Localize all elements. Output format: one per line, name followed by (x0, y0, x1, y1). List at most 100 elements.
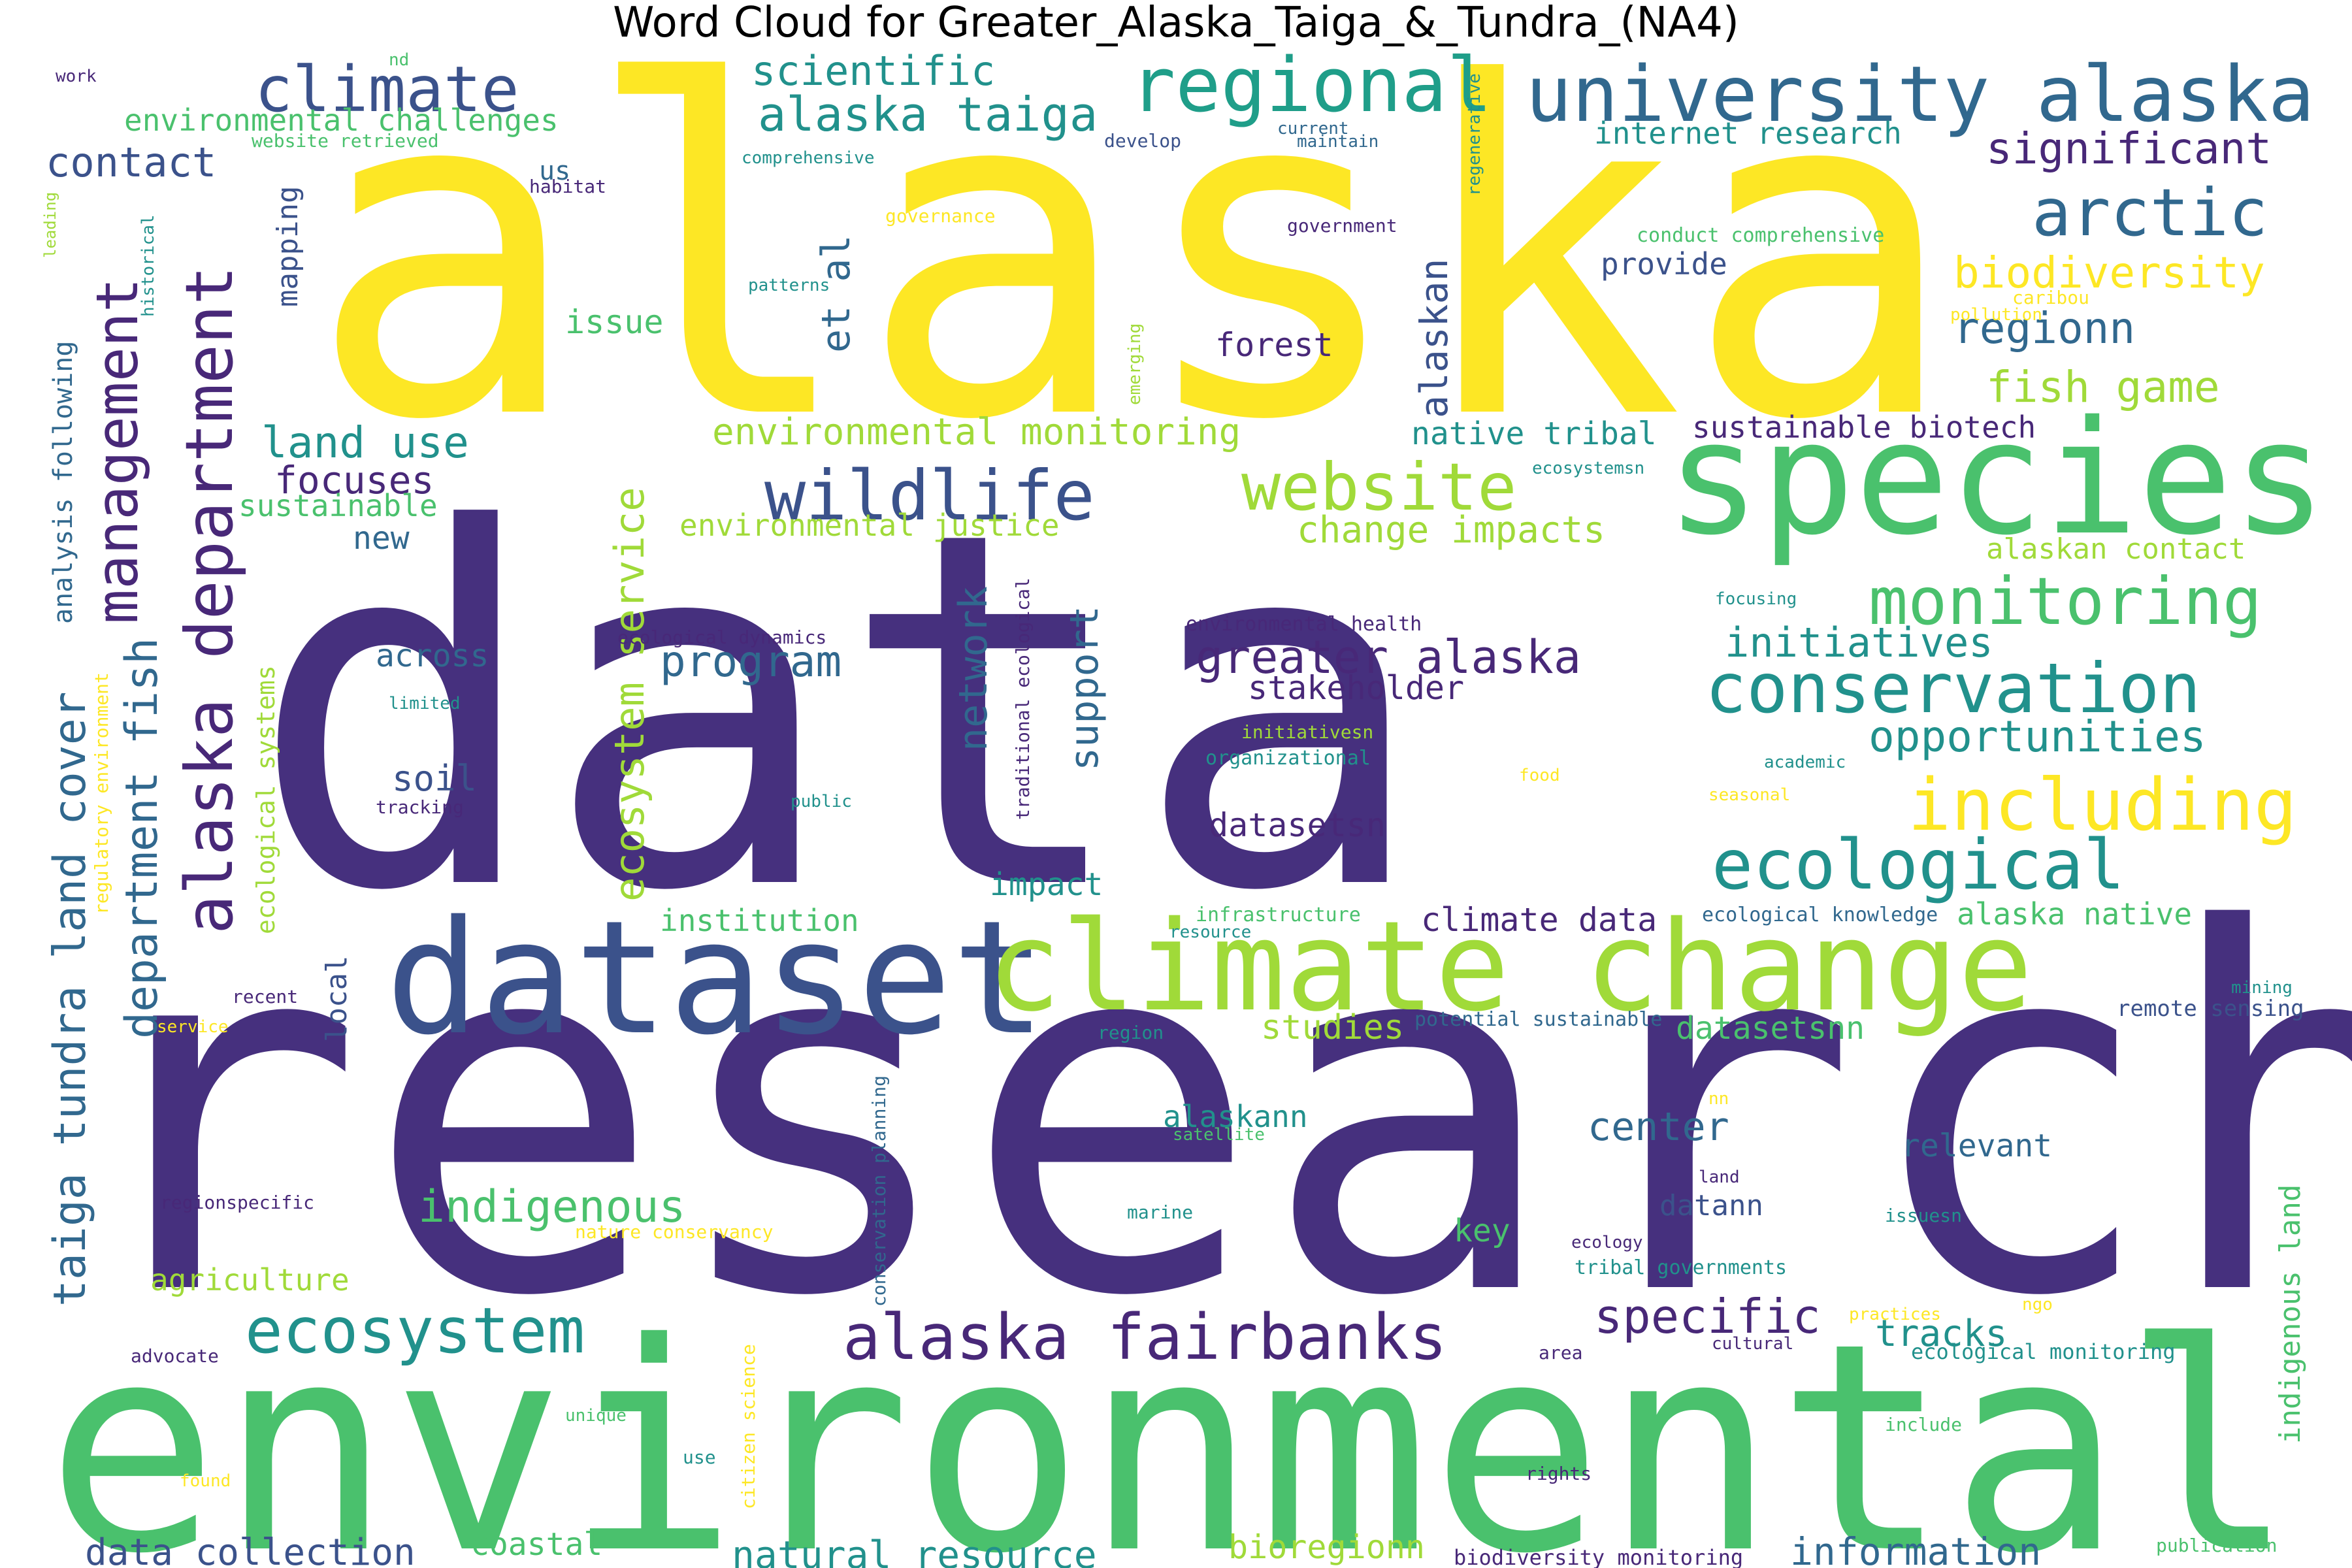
word-department-fish: department fish (116, 638, 168, 1039)
word-support: support (1062, 606, 1107, 771)
word-ecosystemsn: ecosystemsn (1532, 459, 1644, 478)
word-limited: limited (389, 694, 461, 713)
word-environmental-justice: environmental justice (679, 508, 1060, 543)
word-regenerative: regenerative (1465, 73, 1484, 196)
word-regionspecific: regionspecific (160, 1192, 314, 1213)
word-habitat: habitat (529, 176, 606, 197)
word-data: data (248, 427, 1428, 998)
word-key: key (1454, 1213, 1511, 1249)
word-seasonal: seasonal (1708, 785, 1790, 805)
chart-title: Word Cloud for Greater_Alaska_Taiga_&_Tu… (613, 0, 1739, 47)
word-use: use (683, 1446, 716, 1468)
word-regional: regional (1130, 42, 1492, 129)
word-agriculture: agriculture (150, 1262, 350, 1298)
word-scientific: scientific (751, 47, 995, 95)
word-tracking: tracking (376, 796, 464, 818)
word-conservation-planning: conservation planning (868, 1075, 890, 1307)
word-climate-change: climate change (987, 894, 2033, 1039)
word-issuesn: issuesn (1885, 1205, 1962, 1226)
word-university-alaska: university alaska (1526, 49, 2315, 139)
word-significant: significant (1986, 123, 2272, 174)
word-government: government (1287, 215, 1397, 237)
word-potential-sustainable: potential sustainable (1414, 1008, 1662, 1031)
word-marine: marine (1127, 1201, 1193, 1223)
word-alaska-fairbanks: alaska fairbanks (843, 1301, 1447, 1374)
word-unique: unique (565, 1406, 627, 1426)
word-website-retrieved: website retrieved (252, 130, 439, 152)
word-emerging: emerging (1125, 323, 1145, 405)
word-analysis-following: analysis following (48, 341, 78, 624)
word-alaskan-contact: alaskan contact (1986, 532, 2246, 566)
word-institution: institution (660, 903, 859, 938)
word-greater-alaska: greater alaska (1196, 630, 1581, 684)
word-organizational: organizational (1205, 747, 1371, 770)
word-resource: resource (1169, 923, 1251, 942)
word-advocate: advocate (131, 1345, 219, 1367)
word-current: current (1277, 119, 1349, 139)
word-nn: nn (1708, 1089, 1729, 1109)
word-taiga-tundra-land-cover: taiga tundra land cover (44, 691, 96, 1307)
word-patterns: patterns (748, 276, 830, 295)
word-environmental-health: environmental health (1186, 613, 1422, 636)
word-fish-game: fish game (1986, 362, 2220, 412)
word-alaska: alaska (307, 0, 1959, 520)
word-ngo: ngo (2022, 1295, 2053, 1315)
word-land: land (1699, 1168, 1740, 1187)
word-recent: recent (232, 986, 298, 1007)
word-environmental-challenges: environmental challenges (124, 103, 559, 138)
word-governance: governance (885, 205, 996, 227)
word-forest: forest (1215, 326, 1333, 364)
word-regionn: regionn (1953, 303, 2135, 353)
word-monitoring: monitoring (1869, 563, 2262, 640)
word-traditional-ecological: traditional ecological (1012, 578, 1034, 820)
word-across: across (376, 638, 489, 674)
word-food: food (1519, 766, 1560, 785)
word-datasetsn: datasetsn (1209, 806, 1386, 844)
word-new: new (353, 520, 410, 557)
word-biodiversity: biodiversity (1953, 248, 2265, 298)
word-datasetsnn: datasetsnn (1676, 1010, 1865, 1047)
word-region: region (1098, 1022, 1164, 1043)
word-academic: academic (1764, 753, 1846, 772)
word-et-al: et al (813, 235, 859, 353)
word-initiatives: initiatives (1725, 619, 1993, 666)
word-ecological-dynamics: ecological dynamics (617, 627, 826, 648)
word-ecology: ecology (1571, 1233, 1643, 1252)
word-alaskann: alaskann (1163, 1099, 1308, 1134)
word-species: species (1666, 387, 2327, 570)
word-research: research (65, 827, 2352, 1405)
word-mapping: mapping (271, 186, 304, 307)
word-found: found (180, 1471, 231, 1491)
word-satellite: satellite (1173, 1125, 1265, 1145)
word-work: work (56, 67, 97, 86)
word-provide: provide (1601, 246, 1727, 282)
word-pollution: pollution (1950, 305, 2042, 325)
word-internet-research: internet research (1594, 116, 1902, 151)
word-ecological-knowledge: ecological knowledge (1702, 904, 1938, 926)
word-ecosystem: ecosystem (245, 1294, 585, 1367)
word-conduct-comprehensive: conduct comprehensive (1637, 224, 1884, 247)
word-mining: mining (2231, 978, 2293, 998)
word-area: area (1539, 1342, 1582, 1364)
word-cultural: cultural (1712, 1334, 1793, 1354)
word-publication: publication (2156, 1535, 2277, 1556)
word-native-tribal: native tribal (1411, 416, 1657, 452)
word-ecosystem-service: ecosystem service (606, 487, 653, 902)
word-management: management (84, 278, 151, 624)
word-dataset: dataset (385, 887, 1046, 1070)
word-tribal-governments: tribal governments (1575, 1256, 1787, 1279)
word-alaska-department: alaska department (171, 266, 248, 935)
word-environmental: environmental (46, 1282, 2296, 1568)
word-sustainable: sustainable (238, 488, 438, 523)
word-climate-data: climate data (1421, 901, 1657, 939)
word-including: including (1908, 763, 2297, 847)
word-develop: develop (1104, 130, 1181, 152)
word-regulatory-environment: regulatory environment (91, 672, 112, 915)
word-alaska-native: alaska native (1957, 896, 2192, 932)
word-leading: leading (41, 192, 59, 258)
word-ecological: ecological (1712, 825, 2125, 905)
word-include: include (1885, 1414, 1962, 1435)
word-contact: contact (46, 139, 216, 186)
word-arctic: arctic (2032, 174, 2268, 251)
word-website: website (1241, 449, 1516, 525)
